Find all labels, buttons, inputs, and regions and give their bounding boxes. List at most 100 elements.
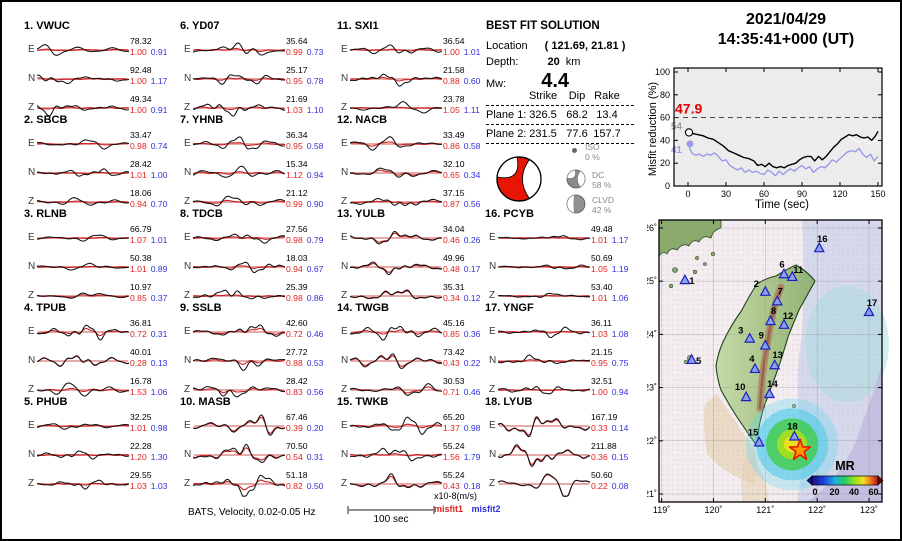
component-row: Z 29.55 1.03 1.03 — [24, 470, 176, 498]
waveform-plot — [193, 443, 285, 463]
waveform-plot — [37, 262, 129, 271]
map-y-tick-label: 26˚ — [647, 223, 657, 233]
observed-trace — [350, 261, 442, 276]
misfit2-value: 0.89 — [150, 264, 168, 274]
station-marker — [740, 390, 752, 402]
y-tick-label: 100 — [655, 67, 670, 77]
misfit2-value: 0.73 — [306, 47, 324, 57]
component-row: Z 35.31 0.34 0.12 — [337, 282, 489, 310]
misfit2-value: 0.53 — [306, 358, 324, 368]
observed-trace — [193, 233, 285, 244]
station-marker — [778, 318, 790, 329]
amplitude-value: 21.58 — [443, 65, 465, 75]
amplitude-value: 23.78 — [443, 94, 465, 104]
waveform-values: 28.42 0.83 0.56 — [286, 376, 332, 398]
map-y-tick-label: 24˚ — [647, 329, 657, 339]
component-row: Z 25.39 0.98 0.86 — [180, 282, 332, 310]
observed-trace — [193, 74, 285, 85]
component-label: N — [489, 355, 497, 366]
waveform-values: 27.56 0.98 0.79 — [286, 224, 332, 246]
misfit2-value: 0.17 — [463, 264, 481, 274]
y-tick-label: 40 — [660, 135, 670, 145]
component-label: Z — [341, 290, 348, 301]
clvd-label: CLVD — [592, 195, 615, 205]
component-label: E — [489, 232, 496, 243]
station-marker-label: 6 — [779, 259, 784, 270]
observed-trace — [350, 230, 442, 245]
station-marker — [771, 295, 783, 306]
observed-trace — [350, 383, 442, 396]
component-label: N — [28, 449, 36, 460]
waveform-plot — [350, 73, 442, 87]
component-row: E 45.16 0.85 0.36 — [337, 318, 489, 346]
amplitude-value: 55.24 — [443, 470, 465, 480]
y-tick-label: 20 — [660, 158, 670, 168]
component-label: Z — [489, 290, 496, 301]
station-marker-label: 13 — [772, 350, 783, 361]
amplitude-value: 27.56 — [286, 224, 308, 234]
component-row: E 35.64 0.99 0.73 — [180, 36, 332, 64]
waveform-values: 51.18 0.82 0.50 — [286, 470, 332, 492]
misfit1-value: 0.86 — [443, 141, 460, 151]
misfit1-value: 0.94 — [130, 199, 147, 209]
waveform-plot — [193, 165, 285, 178]
component-row: N 28.42 1.01 1.00 — [24, 159, 176, 187]
iso-label: ISO — [585, 142, 600, 152]
misfit1-value: 0.72 — [286, 329, 303, 339]
waveform-plot — [350, 353, 442, 369]
waveform-values: 211.88 0.36 0.15 — [591, 441, 637, 463]
waveform-plot — [193, 42, 285, 56]
station-name: 10. MASB — [180, 396, 231, 408]
amplitude-value: 92.48 — [130, 65, 152, 75]
misfit1-value: 0.88 — [443, 76, 460, 86]
observed-trace — [193, 414, 285, 436]
observed-trace — [37, 139, 129, 150]
component-row: N 50.38 1.01 0.89 — [24, 253, 176, 281]
waveform-values: 55.24 0.43 0.18 — [443, 470, 489, 492]
station-marker — [749, 362, 761, 374]
station-marker — [769, 358, 781, 370]
observed-trace — [350, 73, 442, 87]
divider — [486, 124, 634, 125]
component-row: N 40.01 0.28 0.13 — [24, 347, 176, 375]
station-block: 3. RLNB E 66.79 1.07 1.01 N 50.38 1.01 0.89 Z 10.9… — [24, 208, 176, 303]
station-block: 10. MASB E 67.46 0.39 0.20 N 70.50 0.54 0.31 Z 51.… — [180, 396, 332, 497]
amplitude-value: 65.20 — [443, 412, 465, 422]
component-label: E — [28, 138, 35, 149]
station-block: 7. YHNB E 36.34 0.95 0.58 N 15.34 1.12 0.94 Z 21.1… — [180, 114, 332, 209]
observed-trace — [193, 103, 285, 117]
waveform-values: 33.49 0.86 0.58 — [443, 130, 489, 152]
observed-trace — [193, 165, 285, 178]
misfit1-value: 1.01 — [130, 264, 147, 274]
waveform-plot — [37, 324, 129, 341]
station-name: 5. PHUB — [24, 396, 68, 408]
component-label: Z — [341, 196, 348, 207]
amplitude-value: 33.49 — [443, 130, 465, 140]
misfit2-value: 0.31 — [306, 452, 324, 462]
station-block: 4. TPUB E 36.81 0.72 0.31 N 40.01 0.28 0.13 Z 16.7… — [24, 302, 176, 397]
amplitude-value: 34.04 — [443, 224, 465, 234]
waveform-plot — [350, 136, 442, 151]
divider — [486, 105, 634, 106]
synthetic-trace — [350, 48, 442, 52]
misfit1-value: 1.37 — [443, 423, 460, 433]
misfit1-value: 0.98 — [286, 293, 303, 303]
waveform-plot — [37, 479, 129, 490]
component-label: N — [341, 261, 349, 272]
component-label: Z — [489, 384, 496, 395]
component-label: E — [341, 138, 348, 149]
component-label: Z — [28, 196, 35, 207]
dc-beachball-icon — [566, 169, 586, 189]
amplitude-value: 33.47 — [130, 130, 152, 140]
misfit1-max-label: 54 — [671, 121, 683, 132]
misfit1-value: 1.56 — [443, 452, 460, 462]
observed-trace — [350, 167, 442, 178]
waveform-plot — [498, 416, 590, 438]
station-marker-label: 9 — [759, 331, 764, 342]
waveform-plot — [193, 195, 285, 207]
component-label: E — [184, 232, 191, 243]
observed-trace — [193, 474, 285, 497]
observed-trace — [37, 479, 129, 490]
component-row: E 27.56 0.98 0.79 — [180, 224, 332, 252]
